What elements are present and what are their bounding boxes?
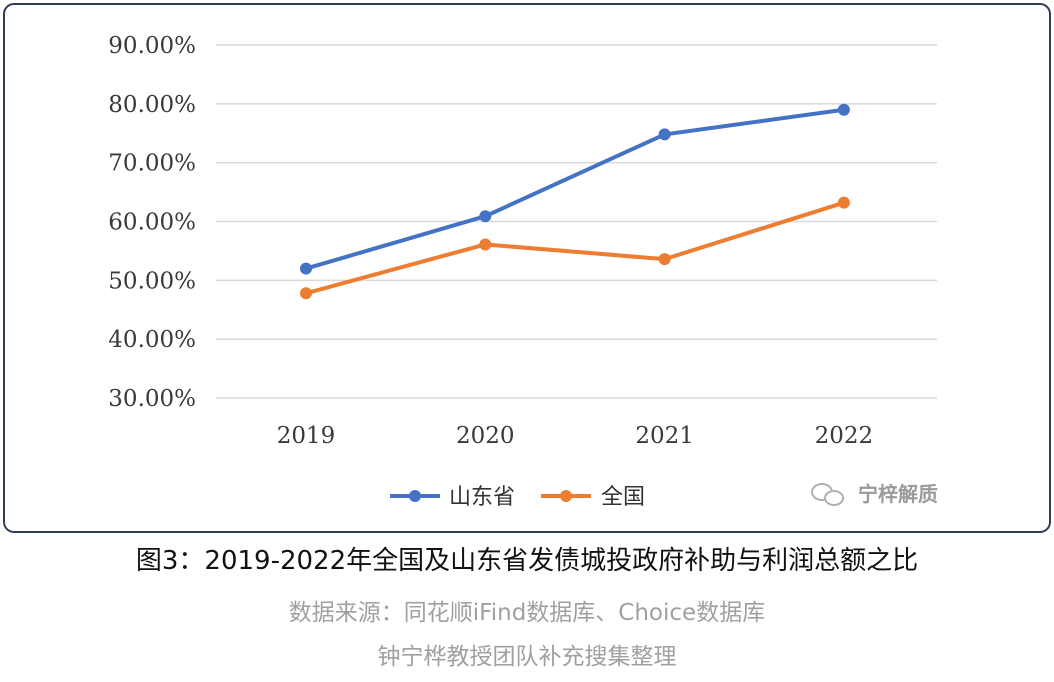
y-tick-label: 50.00% <box>108 268 196 294</box>
y-tick-label: 70.00% <box>108 151 196 177</box>
x-tick-label: 2022 <box>815 423 874 449</box>
series-line-0 <box>304 107 846 271</box>
y-tick-label: 80.00% <box>108 92 196 118</box>
legend-label: 全国 <box>601 485 645 510</box>
data-point <box>658 253 671 266</box>
chart-border <box>3 3 1051 533</box>
legend-label: 山东省 <box>449 485 515 510</box>
data-source: 数据来源：同花顺iFind数据库、Choice数据库 <box>288 600 766 626</box>
legend-swatch-marker <box>560 490 572 502</box>
gridlines <box>216 44 937 399</box>
compiler-credit: 钟宁桦教授团队补充搜集整理 <box>377 644 677 670</box>
data-point <box>837 196 850 209</box>
y-tick-label: 60.00% <box>108 210 196 236</box>
data-point <box>479 238 492 251</box>
series-layer <box>300 103 850 300</box>
figure-caption: 图3：2019-2022年全国及山东省发债城投政府补助与利润总额之比 <box>135 546 919 576</box>
wechat-icon <box>811 483 844 506</box>
data-point <box>837 103 850 116</box>
series-line-1 <box>304 200 846 296</box>
legend-swatch-marker <box>409 490 421 502</box>
x-tick-label: 2020 <box>456 423 515 449</box>
watermark: 宁梓解质 <box>811 482 938 506</box>
y-tick-label: 90.00% <box>108 33 196 59</box>
data-point <box>300 262 312 275</box>
x-tick-label: 2021 <box>635 423 694 449</box>
y-tick-label: 40.00% <box>108 327 196 353</box>
data-point <box>300 287 312 300</box>
x-axis-ticks: 2019 2020 2021 2022 <box>277 423 873 449</box>
y-axis-ticks: 90.00% 80.00% 70.00% 60.00% 50.00% 40.00% 30.0… <box>108 33 196 412</box>
data-point <box>479 210 492 223</box>
data-point <box>658 128 671 141</box>
y-tick-label: 30.00% <box>108 386 196 412</box>
legend: 山东省 全国 <box>390 485 645 510</box>
x-tick-label: 2019 <box>277 423 336 449</box>
watermark-text: 宁梓解质 <box>858 482 938 506</box>
